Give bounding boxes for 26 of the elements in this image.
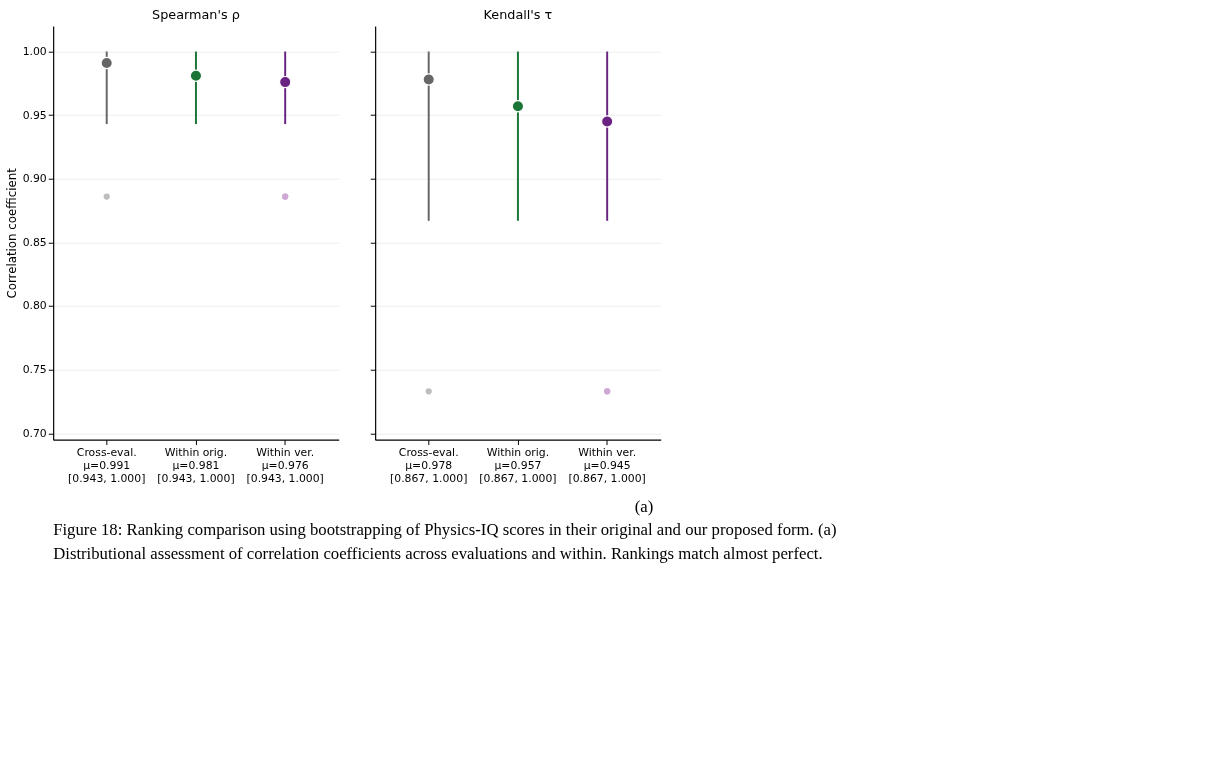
point <box>189 69 203 82</box>
y-tick-label: 0.80 <box>22 299 47 313</box>
y-tick-label: 1.00 <box>22 45 47 58</box>
y-tick-label: 0.90 <box>22 172 47 186</box>
chart-title: Spearman's ρ <box>152 7 240 23</box>
y-tick-label: 0.85 <box>22 235 47 249</box>
x-tick-label: Cross-eval. μ=0.978 [0.867, 1.000] <box>390 445 468 485</box>
x-tick-label: Within ver. μ=0.976 [0.943, 1.000] <box>246 445 324 485</box>
x-tick-label: Within ver. μ=0.945 [0.867, 1.000] <box>568 445 646 485</box>
point <box>425 388 432 395</box>
point <box>600 115 614 128</box>
y-tick-label: 0.95 <box>22 108 47 122</box>
chart-title: Kendall's τ <box>483 7 553 23</box>
point <box>278 75 292 89</box>
point <box>100 56 113 70</box>
x-tick-label: Cross-eval. μ=0.991 [0.943, 1.000] <box>68 445 146 485</box>
y-tick-label: 0.70 <box>22 426 47 440</box>
x-tick-label: Within orig. μ=0.957 [0.867, 1.000] <box>479 445 557 485</box>
x-tick-label: Within orig. μ=0.981 [0.943, 1.000] <box>157 445 235 485</box>
y-tick-label: 0.75 <box>22 363 47 377</box>
point <box>511 100 525 113</box>
y-axis-title: Correlation coefficient <box>4 167 19 299</box>
caption: Figure 18: Ranking comparison using bootstrapping of Physics-IQ scores in their original and our proposed form. (a) Distributional assessment of correlation coefficients across evaluations and within. Rankings match almost perfect. <box>53 520 837 563</box>
text: (a) <box>634 496 654 516</box>
point <box>103 193 110 200</box>
point <box>422 73 435 86</box>
